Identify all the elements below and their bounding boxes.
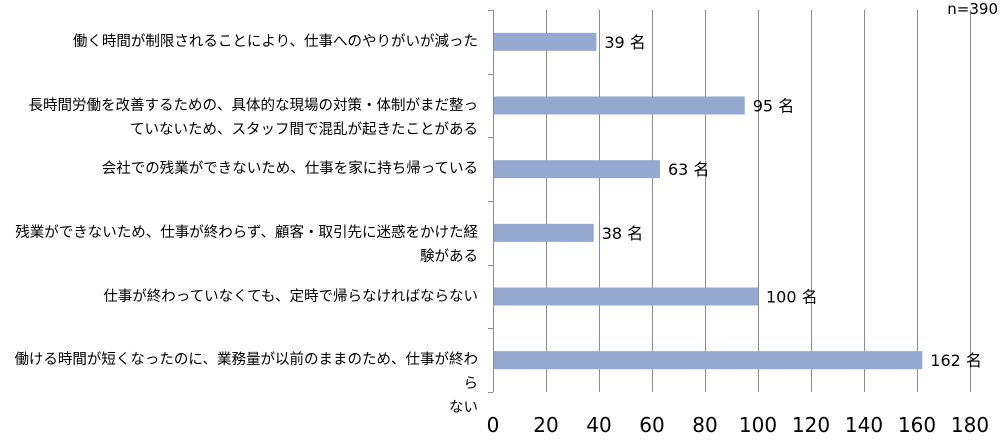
x-tick-label-7: 140 xyxy=(845,413,883,437)
bar-0 xyxy=(494,32,597,51)
bar-1 xyxy=(494,96,745,115)
category-label-0: 働く時間が制限されることにより、仕事へのやりがいが減った xyxy=(0,30,478,54)
x-tick-label-9: 180 xyxy=(951,413,989,437)
x-axis-ticks: 0 20 40 60 80 100 120 140 160 180 xyxy=(487,413,989,437)
category-label-1: 長時間労働を改善するための、具体的な現場の対策・体制がまだ整っていないため、スタ… xyxy=(0,94,479,142)
category-label-3: 残業ができないため、仕事が終わらず、顧客・取引先に迷惑をかけた経験がある xyxy=(0,221,478,269)
bar-4 xyxy=(494,287,758,306)
data-label-5: 162 名 xyxy=(930,351,982,370)
data-label-1: 95 名 xyxy=(753,97,794,116)
axes xyxy=(488,10,494,393)
bar-2 xyxy=(494,160,660,179)
category-label-line: 残業ができないため、仕事が終わらず、顧客・取引先に迷惑をかけた経 xyxy=(15,224,478,241)
grid-lines xyxy=(546,10,971,392)
category-label-line: 長時間労働を改善するための、具体的な現場の対策・体制がまだ整っ xyxy=(28,97,479,114)
x-tick-label-4: 80 xyxy=(692,413,717,437)
x-tick-label-5: 100 xyxy=(739,413,777,437)
x-tick-label-8: 160 xyxy=(898,413,936,437)
data-label-2: 63 名 xyxy=(668,160,709,179)
sample-size-note: n=390 xyxy=(947,0,998,18)
category-label-line: 会社での残業ができないため、仕事を家に持ち帰っている xyxy=(101,161,478,178)
bars xyxy=(494,32,923,370)
x-tick-label-0: 0 xyxy=(487,413,500,437)
data-label-4: 100 名 xyxy=(766,288,818,307)
category-label-line: ない xyxy=(449,400,478,417)
bar-3 xyxy=(494,223,594,242)
x-tick-label-1: 20 xyxy=(533,413,558,437)
x-tick-label-2: 40 xyxy=(586,413,611,437)
category-label-5: 働ける時間が短くなったのに、業務量が以前のままのため、仕事が終わらない xyxy=(0,348,478,420)
category-label-2: 会社での残業ができないため、仕事を家に持ち帰っている xyxy=(0,157,478,181)
data-label-3: 38 名 xyxy=(602,224,643,243)
category-label-4: 仕事が終わっていなくても、定時で帰らなければならない xyxy=(0,285,478,309)
bar-5 xyxy=(494,351,923,370)
category-label-line: 働く時間が制限されることにより、仕事へのやりがいが減った xyxy=(72,33,478,50)
data-labels: 39 名 95 名 63 名 38 名 100 名 162 名 xyxy=(602,33,982,370)
category-label-line: 働ける時間が短くなったのに、業務量が以前のままのため、仕事が終わら xyxy=(14,352,478,393)
x-tick-label-6: 120 xyxy=(792,413,830,437)
category-label-line: 仕事が終わっていなくても、定時で帰らなければならない xyxy=(103,288,478,305)
category-label-line: ていないため、スタッフ間で混乱が起きたことがある xyxy=(130,121,478,138)
category-label-line: 験がある xyxy=(420,248,478,265)
data-label-0: 39 名 xyxy=(604,33,645,52)
x-tick-label-3: 60 xyxy=(639,413,664,437)
